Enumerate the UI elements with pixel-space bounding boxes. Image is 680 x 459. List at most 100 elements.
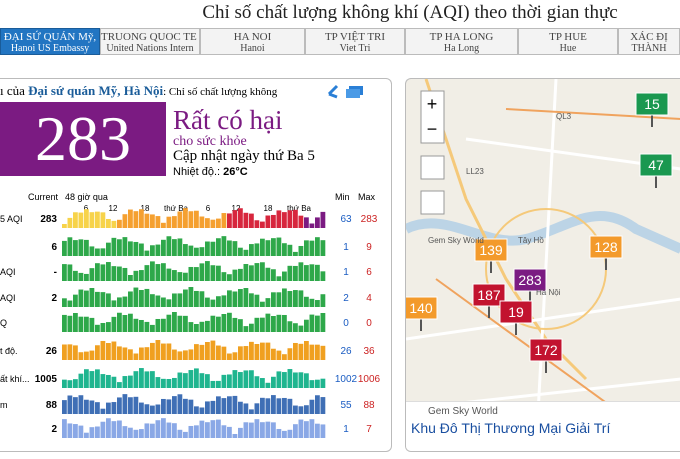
spark-bar bbox=[89, 371, 95, 388]
tab[interactable]: HA NOI Hanoi bbox=[200, 28, 305, 55]
spark-bar bbox=[73, 424, 78, 438]
spark-bar bbox=[177, 315, 183, 332]
spark-bar bbox=[144, 347, 150, 360]
spark-bar bbox=[188, 266, 194, 281]
spark-bar bbox=[188, 322, 194, 332]
aqi-marker[interactable] bbox=[635, 92, 669, 116]
aqi-marker[interactable] bbox=[474, 238, 508, 262]
spark-bar bbox=[144, 404, 150, 414]
spark-bar bbox=[111, 402, 117, 414]
spark-bar bbox=[166, 343, 172, 360]
spark-bar bbox=[304, 405, 309, 414]
tab[interactable]: TP HUE Hue bbox=[518, 28, 618, 55]
spark-bar bbox=[117, 297, 122, 307]
aqi-marker-label[interactable]: 19 bbox=[508, 304, 524, 320]
ad-box[interactable]: Gem Sky World Khu Đô Thị Thương Mại Giải… bbox=[406, 401, 680, 451]
spark-bar bbox=[260, 238, 265, 256]
updated: Cập nhật ngày thứ Ba 5 bbox=[173, 148, 315, 164]
spark-bar bbox=[183, 315, 188, 332]
spark-bar bbox=[128, 275, 133, 281]
spark-bar bbox=[271, 238, 276, 256]
spark-bar bbox=[183, 244, 188, 256]
tab-name: HA NOI bbox=[233, 31, 272, 43]
spark-bar bbox=[139, 290, 144, 307]
station-name[interactable]: Đại sứ quán Mỹ, Hà Nội bbox=[28, 83, 164, 98]
heading-suffix: : Chỉ số chất lượng không bbox=[163, 86, 278, 98]
tab[interactable]: XÁC ĐỊ THÀNH bbox=[618, 28, 680, 55]
spark-bar bbox=[254, 263, 260, 281]
spark-bar bbox=[172, 349, 177, 360]
spark-bar bbox=[166, 299, 172, 307]
spark-bar bbox=[106, 262, 111, 281]
spark-bar bbox=[320, 378, 326, 388]
spark-bar bbox=[238, 427, 243, 438]
aqi-marker[interactable] bbox=[639, 153, 673, 177]
spark-bar bbox=[232, 370, 238, 388]
spark-bar bbox=[265, 342, 271, 360]
aqi-marker-label[interactable]: 283 bbox=[518, 272, 542, 288]
aqi-marker[interactable] bbox=[589, 235, 623, 259]
map[interactable]: + − 15 47 139 128 283 187 19 140 172 QL3 LL23 Tây Hồ… bbox=[405, 78, 680, 452]
spark-bar bbox=[84, 239, 89, 256]
spark-bar bbox=[249, 293, 254, 307]
row-min: 0 bbox=[343, 318, 349, 329]
spark-bar bbox=[67, 264, 73, 281]
aqi-marker-label[interactable]: 128 bbox=[594, 239, 618, 255]
spark-bar bbox=[249, 409, 254, 414]
spark-bar bbox=[232, 210, 238, 228]
spark-bar bbox=[293, 265, 298, 281]
spark-bar bbox=[210, 340, 216, 360]
spark-bar bbox=[150, 371, 155, 388]
aqi-marker[interactable] bbox=[513, 268, 547, 292]
spark-bar bbox=[106, 293, 111, 307]
aqi-marker-label[interactable]: 187 bbox=[477, 287, 501, 303]
spark-bar bbox=[210, 299, 216, 307]
column-header: 48 giờ qua bbox=[65, 192, 108, 202]
temperature-value: 26°C bbox=[223, 166, 248, 178]
spark-bar bbox=[100, 212, 106, 228]
row-label: ất khí... bbox=[0, 374, 30, 384]
row-current: 88 bbox=[46, 400, 58, 411]
map-canvas[interactable]: + − 15 47 139 128 283 187 19 140 172 QL3 LL23 Tây Hồ… bbox=[406, 79, 680, 451]
spark-bar bbox=[293, 405, 298, 414]
spark-bar bbox=[100, 421, 106, 438]
spark-bar bbox=[62, 379, 67, 388]
spark-bar bbox=[260, 221, 265, 228]
spark-bar bbox=[216, 419, 221, 438]
aqi-marker[interactable] bbox=[406, 296, 438, 320]
ad-text[interactable]: Khu Đô Thị Thương Mại Giải Trí bbox=[411, 420, 611, 436]
aqi-marker[interactable] bbox=[499, 300, 533, 324]
spark-bar bbox=[183, 208, 188, 228]
spark-bar bbox=[249, 422, 254, 438]
sparkline bbox=[62, 287, 326, 307]
spark-bar bbox=[139, 319, 144, 332]
spark-bar bbox=[78, 425, 84, 438]
spark-bar bbox=[84, 316, 89, 332]
tab[interactable]: TRUONG QUOC TE I United Nations Intern bbox=[100, 28, 200, 55]
spark-bar bbox=[73, 379, 78, 388]
aqi-marker[interactable] bbox=[472, 283, 506, 307]
spark-bar bbox=[133, 371, 139, 388]
spark-bar bbox=[199, 373, 205, 388]
spark-bar bbox=[249, 244, 254, 256]
aqi-marker[interactable] bbox=[529, 338, 563, 362]
time-label: 18 bbox=[264, 204, 273, 213]
aqi-marker-label[interactable]: 139 bbox=[479, 242, 503, 258]
tab[interactable]: TP VIỆT TRI Viet Tri bbox=[305, 28, 405, 55]
aqi-marker-label[interactable]: 140 bbox=[409, 300, 433, 316]
spark-bar bbox=[210, 400, 216, 414]
spark-bar bbox=[194, 425, 199, 438]
spark-bar bbox=[172, 396, 177, 414]
spark-bar bbox=[78, 316, 84, 332]
tab[interactable]: TP HA LONG Ha Long bbox=[405, 28, 518, 55]
aqi-marker-label[interactable]: 15 bbox=[644, 96, 660, 112]
share-icons[interactable] bbox=[325, 82, 367, 100]
spark-bar bbox=[320, 313, 326, 332]
spark-bar bbox=[254, 220, 260, 228]
aqi-marker-label[interactable]: 47 bbox=[648, 157, 664, 173]
spark-bar bbox=[84, 209, 89, 228]
aqi-marker-label[interactable]: 172 bbox=[534, 342, 558, 358]
tab[interactable]: ĐẠI SỨ QUÁN Mỹ, Hanoi US Embassy bbox=[0, 28, 100, 55]
spark-bar bbox=[89, 212, 95, 228]
spark-bar bbox=[298, 262, 304, 281]
